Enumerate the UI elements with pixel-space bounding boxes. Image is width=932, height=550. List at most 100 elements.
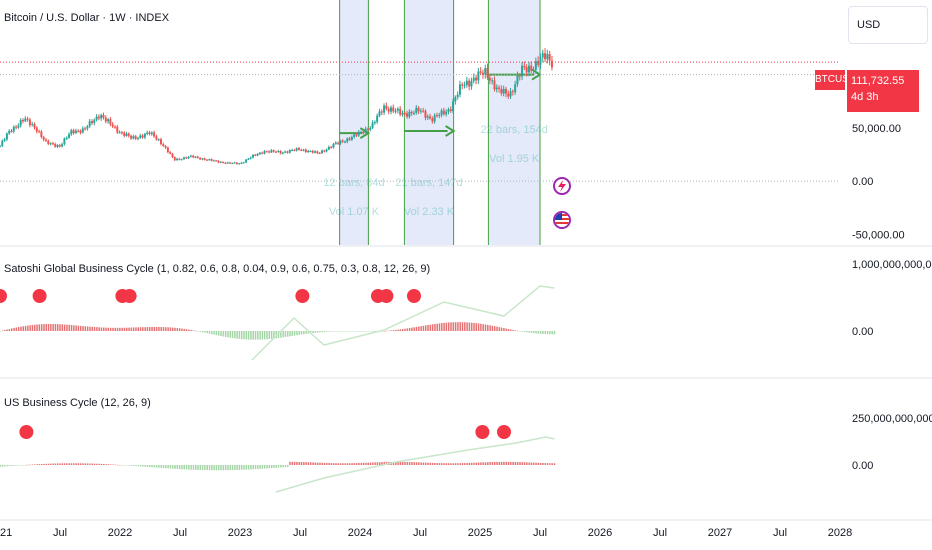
histogram-bar xyxy=(257,331,259,340)
signal-dot xyxy=(295,289,310,303)
candle-body xyxy=(150,132,153,134)
histogram-bar xyxy=(31,464,34,466)
histogram-bar xyxy=(289,461,291,465)
candle-body xyxy=(180,159,183,161)
signal-line xyxy=(251,285,555,361)
candle-body xyxy=(127,133,130,136)
histogram-bar xyxy=(77,325,80,331)
candle-body xyxy=(408,111,411,117)
x-axis-tick-label: Jul xyxy=(413,527,427,539)
histogram-bar xyxy=(56,324,59,331)
candle-body xyxy=(314,151,317,153)
candle-body xyxy=(387,108,390,112)
histogram-bar xyxy=(174,327,176,331)
candle-body xyxy=(504,88,507,94)
histogram-bar xyxy=(15,327,18,331)
candle-body xyxy=(58,145,61,147)
histogram-bar xyxy=(52,324,54,331)
histogram-bar xyxy=(206,331,208,334)
histogram-bar xyxy=(24,464,27,466)
candle-body xyxy=(293,149,296,151)
histogram-bar xyxy=(415,462,418,465)
histogram-bar xyxy=(165,465,167,469)
candle-body xyxy=(38,131,41,133)
histogram-bar xyxy=(116,464,119,466)
histogram-bar xyxy=(10,465,13,466)
histogram-bar xyxy=(79,463,82,465)
histogram-bar xyxy=(507,329,510,331)
histogram-bar xyxy=(542,462,544,465)
histogram-bar xyxy=(84,463,87,465)
y-axis-tick-label: 50,000.00 xyxy=(852,123,901,135)
histogram-bar xyxy=(93,463,96,465)
histogram-bar xyxy=(151,326,153,331)
candle-body xyxy=(1,140,4,146)
candle-body xyxy=(481,72,484,75)
candle-body xyxy=(548,54,551,61)
histogram-bar xyxy=(224,331,227,337)
candle-body xyxy=(132,136,135,139)
histogram-bar xyxy=(355,463,358,465)
candle-body xyxy=(192,155,195,158)
candle-body xyxy=(406,113,409,117)
candle-body xyxy=(325,149,328,152)
histogram-bar xyxy=(102,464,105,465)
candle-body xyxy=(272,150,275,152)
histogram-bar xyxy=(8,465,11,467)
histogram-bar xyxy=(194,465,197,470)
histogram-bar xyxy=(349,463,351,465)
histogram-bar xyxy=(176,465,179,469)
histogram-bar xyxy=(254,331,257,340)
histogram-bar xyxy=(144,327,146,331)
histogram-bar xyxy=(413,327,415,331)
candle-body xyxy=(146,132,149,134)
histogram-bar xyxy=(20,326,22,331)
histogram-bar xyxy=(220,465,222,471)
candle-body xyxy=(369,127,372,130)
histogram-bar xyxy=(401,329,404,331)
currency-selector[interactable]: USD xyxy=(848,6,928,44)
histogram-bar xyxy=(112,464,114,465)
histogram-bar xyxy=(13,327,15,331)
date-range-box xyxy=(404,0,454,245)
histogram-bar xyxy=(231,465,234,471)
histogram-bar xyxy=(109,327,112,331)
histogram-bar xyxy=(158,465,160,468)
histogram-bar xyxy=(148,326,151,331)
candle-body xyxy=(268,151,271,153)
histogram-bar xyxy=(326,331,328,332)
histogram-bar xyxy=(1,330,4,331)
histogram-bar xyxy=(291,461,294,465)
histogram-bar xyxy=(519,331,521,332)
candle-body xyxy=(139,135,142,138)
candle-body xyxy=(61,144,64,147)
candle-body xyxy=(316,151,319,153)
histogram-bar xyxy=(105,327,107,331)
histogram-bar xyxy=(526,462,528,465)
histogram-bar xyxy=(217,465,220,471)
histogram-bar xyxy=(395,461,397,465)
us-flag-icon[interactable] xyxy=(553,211,571,229)
histogram-bar xyxy=(229,465,231,471)
histogram-bar xyxy=(188,329,190,331)
histogram-bar xyxy=(514,461,517,465)
histogram-bar xyxy=(533,462,535,465)
histogram-bar xyxy=(512,461,514,465)
candle-body xyxy=(456,94,459,98)
histogram-bar xyxy=(201,331,204,333)
histogram-bar xyxy=(528,462,530,465)
candle-body xyxy=(81,128,84,133)
histogram-bar xyxy=(468,322,471,331)
candle-body xyxy=(47,140,50,144)
histogram-bar xyxy=(369,331,372,332)
histogram-bar xyxy=(139,327,142,331)
histogram-bar xyxy=(224,465,227,471)
candle-body xyxy=(265,151,268,153)
histogram-bar xyxy=(59,324,61,331)
histogram-bar xyxy=(130,465,133,466)
histogram-bar xyxy=(102,327,105,331)
lightning-icon[interactable] xyxy=(553,177,571,195)
histogram-bar xyxy=(91,463,93,465)
